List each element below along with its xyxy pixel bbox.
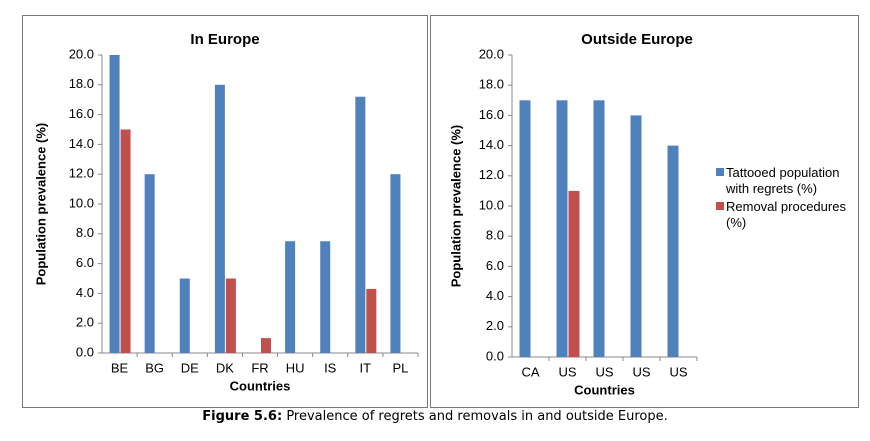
x-tick-label: CA bbox=[521, 364, 539, 379]
y-tick-label: 16.0 bbox=[479, 107, 504, 122]
x-tick-label: IT bbox=[360, 360, 372, 375]
chart-title: In Europe bbox=[190, 31, 259, 48]
x-tick-label: BE bbox=[111, 360, 129, 375]
bar bbox=[355, 96, 366, 353]
bar bbox=[144, 174, 155, 353]
legend-label: Removal procedures (%) bbox=[726, 199, 846, 230]
y-tick-label: 0.0 bbox=[76, 344, 94, 359]
y-tick-label: 20.0 bbox=[479, 46, 504, 61]
x-tick-label: DK bbox=[216, 360, 234, 375]
y-tick-label: 8.0 bbox=[486, 228, 504, 243]
x-axis-label: Countries bbox=[230, 378, 291, 393]
y-tick-label: 0.0 bbox=[486, 348, 504, 363]
y-tick-label: 6.0 bbox=[76, 255, 94, 270]
y-tick-label: 16.0 bbox=[69, 106, 94, 121]
bar bbox=[630, 115, 642, 358]
bar bbox=[225, 278, 236, 353]
x-tick-label: FR bbox=[251, 360, 268, 375]
bar bbox=[214, 84, 225, 354]
y-tick-label: 8.0 bbox=[76, 225, 94, 240]
bar bbox=[519, 100, 531, 358]
x-tick-label: BG bbox=[145, 360, 164, 375]
caption-text: Prevalence of regrets and removals in an… bbox=[286, 409, 668, 424]
chart-frame bbox=[22, 15, 428, 408]
y-tick-label: 4.0 bbox=[486, 288, 504, 303]
x-tick-label: HU bbox=[286, 360, 305, 375]
bar bbox=[568, 190, 580, 357]
bar bbox=[556, 100, 568, 358]
x-tick-label: US bbox=[558, 364, 576, 379]
bar bbox=[285, 241, 296, 353]
legend-swatch bbox=[716, 202, 724, 210]
bar bbox=[179, 278, 190, 353]
bar bbox=[667, 145, 679, 357]
x-tick-label: US bbox=[632, 364, 650, 379]
y-tick-label: 12.0 bbox=[479, 167, 504, 182]
x-tick-label: US bbox=[595, 364, 613, 379]
y-tick-label: 14.0 bbox=[69, 136, 94, 151]
y-axis-label: Population prevalence (%) bbox=[448, 125, 463, 288]
x-tick-label: PL bbox=[392, 360, 408, 375]
y-tick-label: 12.0 bbox=[69, 166, 94, 181]
x-tick-label: US bbox=[669, 364, 687, 379]
y-axis-label: Population prevalence (%) bbox=[33, 123, 48, 286]
y-tick-label: 18.0 bbox=[479, 77, 504, 92]
bar bbox=[366, 288, 377, 353]
y-tick-label: 10.0 bbox=[69, 195, 94, 210]
bar bbox=[120, 129, 131, 353]
y-tick-label: 14.0 bbox=[479, 137, 504, 152]
y-tick-label: 4.0 bbox=[76, 285, 94, 300]
chart-title: Outside Europe bbox=[581, 31, 693, 48]
x-tick-label: IS bbox=[324, 360, 337, 375]
chart-frame bbox=[430, 15, 859, 408]
y-tick-label: 2.0 bbox=[486, 318, 504, 333]
legend-swatch bbox=[716, 168, 724, 176]
caption: Figure 5.6: Prevalence of regrets and re… bbox=[0, 409, 870, 424]
y-tick-label: 18.0 bbox=[69, 76, 94, 91]
bar bbox=[320, 241, 331, 353]
bar bbox=[261, 338, 271, 353]
y-tick-label: 20.0 bbox=[69, 46, 94, 61]
y-tick-label: 2.0 bbox=[76, 315, 94, 330]
legend-label: Tattooed population with regrets (%) bbox=[726, 165, 840, 196]
y-tick-label: 10.0 bbox=[479, 197, 504, 212]
x-axis-label: Countries bbox=[574, 382, 635, 397]
y-tick-label: 6.0 bbox=[486, 258, 504, 273]
bar bbox=[593, 100, 605, 358]
bar bbox=[109, 55, 120, 353]
x-tick-label: DE bbox=[181, 360, 199, 375]
caption-label: Figure 5.6: bbox=[202, 409, 283, 424]
bar bbox=[390, 174, 401, 353]
